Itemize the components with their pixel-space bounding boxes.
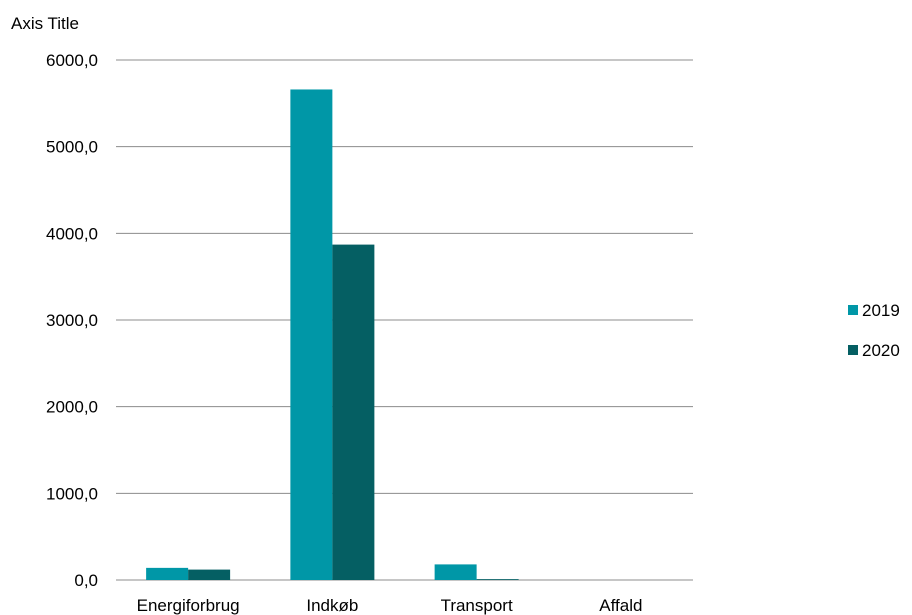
- gridlines: [116, 59, 693, 581]
- y-tick-label: 0,0: [74, 571, 98, 590]
- y-axis-title: Axis Title: [11, 14, 79, 33]
- y-tick-label: 6000,0: [46, 51, 98, 70]
- x-tick-label: Transport: [441, 596, 513, 615]
- y-tick-label: 4000,0: [46, 224, 98, 243]
- y-tick-label: 3000,0: [46, 311, 98, 330]
- legend-label: 2020: [862, 341, 900, 360]
- x-axis-tick-labels: Energiforbrug Indkøb Transport Affald: [137, 596, 643, 615]
- bar-2019-2: [434, 564, 477, 580]
- x-tick-label: Energiforbrug: [137, 596, 240, 615]
- x-tick-label: Affald: [599, 596, 642, 615]
- bar-2020-2: [476, 579, 519, 580]
- bar-2020-1: [332, 244, 375, 580]
- x-tick-label: Indkøb: [306, 596, 358, 615]
- bars: [146, 89, 519, 580]
- bar-2019-1: [290, 89, 333, 580]
- legend-swatch-2020: [848, 345, 858, 355]
- bar-2019-0: [146, 567, 189, 580]
- legend-swatch-2019: [848, 305, 858, 315]
- y-tick-label: 1000,0: [46, 484, 98, 503]
- legend: 2019 2020: [848, 301, 900, 360]
- legend-label: 2019: [862, 301, 900, 320]
- bar-2020-0: [188, 569, 231, 580]
- y-tick-label: 2000,0: [46, 398, 98, 417]
- y-axis-tick-labels: 0,0 1000,0 2000,0 3000,0 4000,0 5000,0 6000,0: [46, 51, 98, 590]
- y-tick-label: 5000,0: [46, 138, 98, 157]
